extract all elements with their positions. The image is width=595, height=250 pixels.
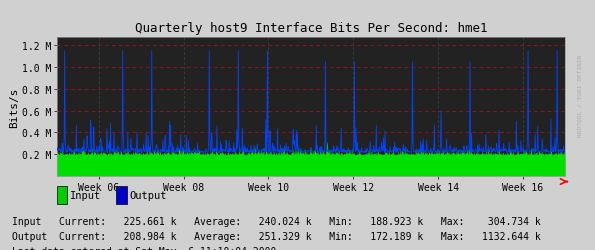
Text: Input: Input <box>70 190 102 200</box>
Text: Output: Output <box>130 190 167 200</box>
Y-axis label: Bits/s: Bits/s <box>9 87 19 127</box>
Title: Quarterly host9 Interface Bits Per Second: hme1: Quarterly host9 Interface Bits Per Secon… <box>134 22 487 35</box>
Text: Input   Current:   225.661 k   Average:   240.024 k   Min:   188.923 k   Max:   : Input Current: 225.661 k Average: 240.02… <box>12 216 541 226</box>
Text: Last data entered at Sat May  6 11:10:04 2000.: Last data entered at Sat May 6 11:10:04 … <box>12 246 282 250</box>
Text: RRDTOOL / TOBI OETIKER: RRDTOOL / TOBI OETIKER <box>578 54 583 136</box>
Text: Output  Current:   208.984 k   Average:   251.329 k   Min:   172.189 k   Max:   : Output Current: 208.984 k Average: 251.3… <box>12 231 541 241</box>
